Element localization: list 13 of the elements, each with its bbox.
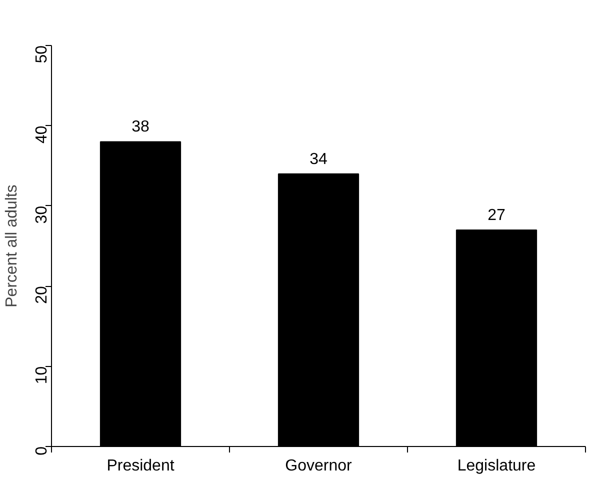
y-tick-label: 50 <box>34 45 50 64</box>
x-tick-label: Governor <box>285 458 353 474</box>
x-tick-label: Legislature <box>457 458 536 474</box>
y-tick-label: 40 <box>34 126 50 144</box>
data-label: 27 <box>488 206 506 224</box>
y-tick-label: 0 <box>34 446 50 456</box>
y-axis-title: Percent all adults <box>4 184 20 308</box>
y-tick-label: 10 <box>34 366 50 384</box>
data-label: 34 <box>310 150 328 168</box>
x-tick-label: President <box>106 458 175 474</box>
y-tick-label: 20 <box>34 286 50 304</box>
y-tick-label: 30 <box>34 206 50 224</box>
data-label: 38 <box>132 118 150 136</box>
